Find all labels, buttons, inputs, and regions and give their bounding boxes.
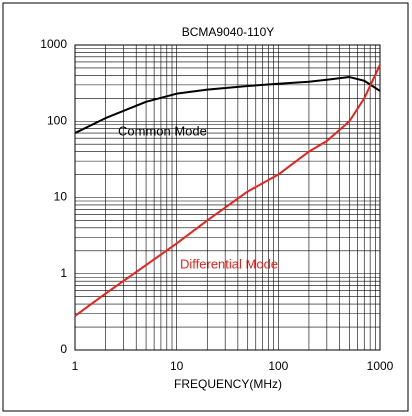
x-tick-label: 100: [268, 359, 288, 373]
x-tick-label: 1: [72, 359, 79, 373]
y-tick-label: 1000: [40, 37, 67, 51]
plot-border: [74, 44, 381, 351]
chart-title: BCMA9040-110Y: [182, 25, 275, 39]
y-tick-label: 100: [47, 113, 67, 127]
series-label: Common Mode: [118, 123, 207, 138]
series-line: [74, 76, 381, 134]
x-tick-label: 1000: [367, 359, 394, 373]
series-line: [74, 64, 381, 317]
series-label: Differential Mode: [180, 256, 278, 271]
x-axis-title: FREQUENCY(MHz): [174, 377, 282, 391]
y-tick-label: 1: [60, 266, 67, 280]
frame: [2, 2, 409, 412]
y-tick-label: 0: [60, 342, 67, 356]
x-tick-label: 10: [170, 359, 184, 373]
y-tick-label: 10: [54, 190, 68, 204]
